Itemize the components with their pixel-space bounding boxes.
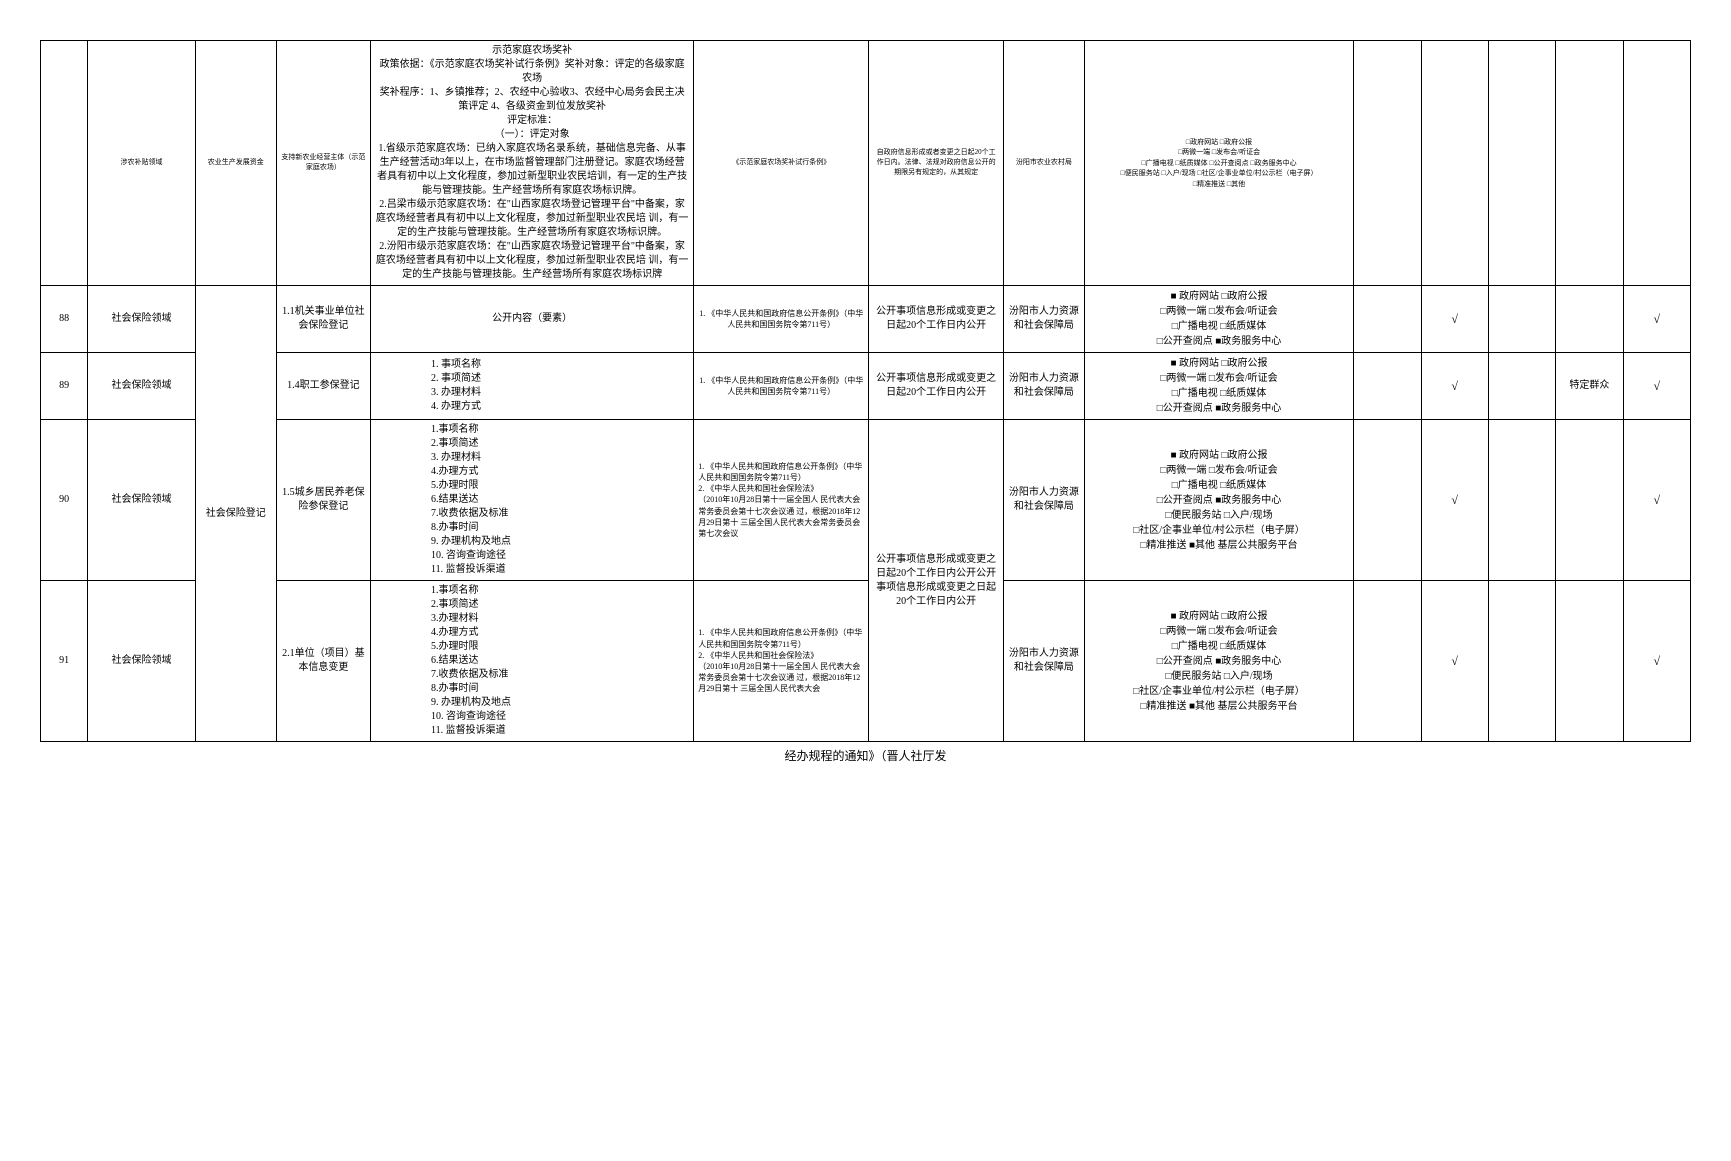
cell-dept: 汾阳市人力资源和社会保障局 xyxy=(1004,581,1085,742)
cell-c10 xyxy=(1354,353,1421,420)
cell-c13 xyxy=(1556,420,1623,581)
cell-basis: 1. 《中华人民共和国政府信息公开条例》（中华人民共和国国务院令第711号） 2… xyxy=(694,420,869,581)
cell-c14: √ xyxy=(1623,353,1690,420)
cell-category: 1.5城乡居民养老保险参保登记 xyxy=(276,420,370,581)
disclosure-table: 涉农补贴领域 农业生产发展资金 支持新农业经营主体（示范家庭农场） 示范家庭农场… xyxy=(40,40,1691,742)
cell-dept: 汾阳市农业农村局 xyxy=(1004,41,1085,286)
cell-c11: √ xyxy=(1421,581,1488,742)
cell-c11: √ xyxy=(1421,353,1488,420)
cell-category: 2.1单位（项目）基本信息变更 xyxy=(276,581,370,742)
cell-category: 1.4职工参保登记 xyxy=(276,353,370,420)
cell-c11: √ xyxy=(1421,420,1488,581)
table-row: 91 社会保险领域 2.1单位（项目）基本信息变更 1.事项名称 2.事项简述 … xyxy=(41,581,1691,742)
cell-fund: 农业生产发展资金 xyxy=(195,41,276,286)
cell-field: 社会保险领域 xyxy=(88,286,196,353)
cell-num: 90 xyxy=(41,420,88,581)
cell-category: 支持新农业经营主体（示范家庭农场） xyxy=(276,41,370,286)
table-row: 89 社会保险领域 1.4职工参保登记 1. 事项名称 2. 事项简述 3. 办… xyxy=(41,353,1691,420)
cell-c14: √ xyxy=(1623,286,1690,353)
cell-field: 社会保险领域 xyxy=(88,581,196,742)
table-row: 88 社会保险领域 社会保险登记 1.1机关事业单位社会保险登记 公开内容（要素… xyxy=(41,286,1691,353)
cell-basis: 1. 《中华人民共和国政府信息公开条例》（中华人民共和国国务院令第711号） 2… xyxy=(694,581,869,742)
cell-content: 公开内容（要素） xyxy=(370,286,693,353)
footer-text: 经办规程的通知》（晋人社厅发 xyxy=(40,747,1691,764)
cell-basis: 1. 《中华人民共和国政府信息公开条例》（中华人民共和国国务院令第711号） xyxy=(694,286,869,353)
cell-content: 1. 事项名称 2. 事项简述 3. 办理材料 4. 办理方式 xyxy=(370,353,693,420)
cell-c12 xyxy=(1488,286,1555,353)
cell-c10 xyxy=(1354,420,1421,581)
cell-field: 涉农补贴领域 xyxy=(88,41,196,286)
cell-field: 社会保险领域 xyxy=(88,420,196,581)
cell-c11 xyxy=(1421,41,1488,286)
cell-time: 公开事项信息形成或变更之日起20个工作日内公开 xyxy=(869,353,1004,420)
cell-channels: ■ 政府网站 □政府公报 □两微一端 □发布会/听证会 □广播电视 □纸质媒体 … xyxy=(1084,581,1353,742)
cell-c11: √ xyxy=(1421,286,1488,353)
cell-content: 1.事项名称 2.事项简述 3.办理材料 4.办理方式 5.办理时限 6.结果送… xyxy=(370,581,693,742)
cell-c13 xyxy=(1556,286,1623,353)
cell-c13 xyxy=(1556,581,1623,742)
cell-c12 xyxy=(1488,41,1555,286)
cell-channels: □政府网站 □政府公报 □两微一端 □发布会/听证会 □广播电视 □纸质媒体 □… xyxy=(1084,41,1353,286)
cell-c14: √ xyxy=(1623,581,1690,742)
cell-c10 xyxy=(1354,581,1421,742)
cell-time: 自政府信息形成或者变更之日起20个工作日内。法律、法规对政府信息公开的期限另有规… xyxy=(869,41,1004,286)
cell-content: 1.事项名称 2.事项简述 3. 办理材料 4.办理方式 5.办理时限 6.结果… xyxy=(370,420,693,581)
table-row: 90 社会保险领域 1.5城乡居民养老保险参保登记 1.事项名称 2.事项简述 … xyxy=(41,420,1691,581)
cell-c12 xyxy=(1488,581,1555,742)
cell-num: 88 xyxy=(41,286,88,353)
table-row: 涉农补贴领域 农业生产发展资金 支持新农业经营主体（示范家庭农场） 示范家庭农场… xyxy=(41,41,1691,286)
cell-c12 xyxy=(1488,420,1555,581)
cell-c13 xyxy=(1556,41,1623,286)
cell-c14 xyxy=(1623,41,1690,286)
cell-dept: 汾阳市人力资源和社会保障局 xyxy=(1004,353,1085,420)
cell-field: 社会保险领域 xyxy=(88,353,196,420)
cell-basis: 《示范家庭农场奖补试行条例》 xyxy=(694,41,869,286)
cell-num: 89 xyxy=(41,353,88,420)
cell-c10 xyxy=(1354,41,1421,286)
cell-time: 公开事项信息形成或变更之日起20个工作日内公开 xyxy=(869,286,1004,353)
cell-channels: ■ 政府网站 □政府公报 □两微一端 □发布会/听证会 □广播电视 □纸质媒体 … xyxy=(1084,353,1353,420)
cell-num xyxy=(41,41,88,286)
cell-content: 示范家庭农场奖补 政策依据：《示范家庭农场奖补试行条例》奖补对象：评定的各级家庭… xyxy=(370,41,693,286)
cell-dept: 汾阳市人力资源和社会保障局 xyxy=(1004,286,1085,353)
cell-c10 xyxy=(1354,286,1421,353)
cell-c12 xyxy=(1488,353,1555,420)
cell-group: 社会保险登记 xyxy=(195,286,276,742)
cell-channels: ■ 政府网站 □政府公报 □两微一端 □发布会/听证会 □广播电视 □纸质媒体 … xyxy=(1084,420,1353,581)
cell-num: 91 xyxy=(41,581,88,742)
cell-dept: 汾阳市人力资源和社会保障局 xyxy=(1004,420,1085,581)
cell-c13: 特定群众 xyxy=(1556,353,1623,420)
cell-c14: √ xyxy=(1623,420,1690,581)
cell-category: 1.1机关事业单位社会保险登记 xyxy=(276,286,370,353)
cell-basis: 1. 《中华人民共和国政府信息公开条例》（中华人民共和国国务院令第711号） xyxy=(694,353,869,420)
cell-time: 公开事项信息形成或变更之日起20个工作日内公开公开事项信息形成或变更之日起20个… xyxy=(869,420,1004,742)
cell-channels: ■ 政府网站 □政府公报 □两微一端 □发布会/听证会 □广播电视 □纸质媒体 … xyxy=(1084,286,1353,353)
